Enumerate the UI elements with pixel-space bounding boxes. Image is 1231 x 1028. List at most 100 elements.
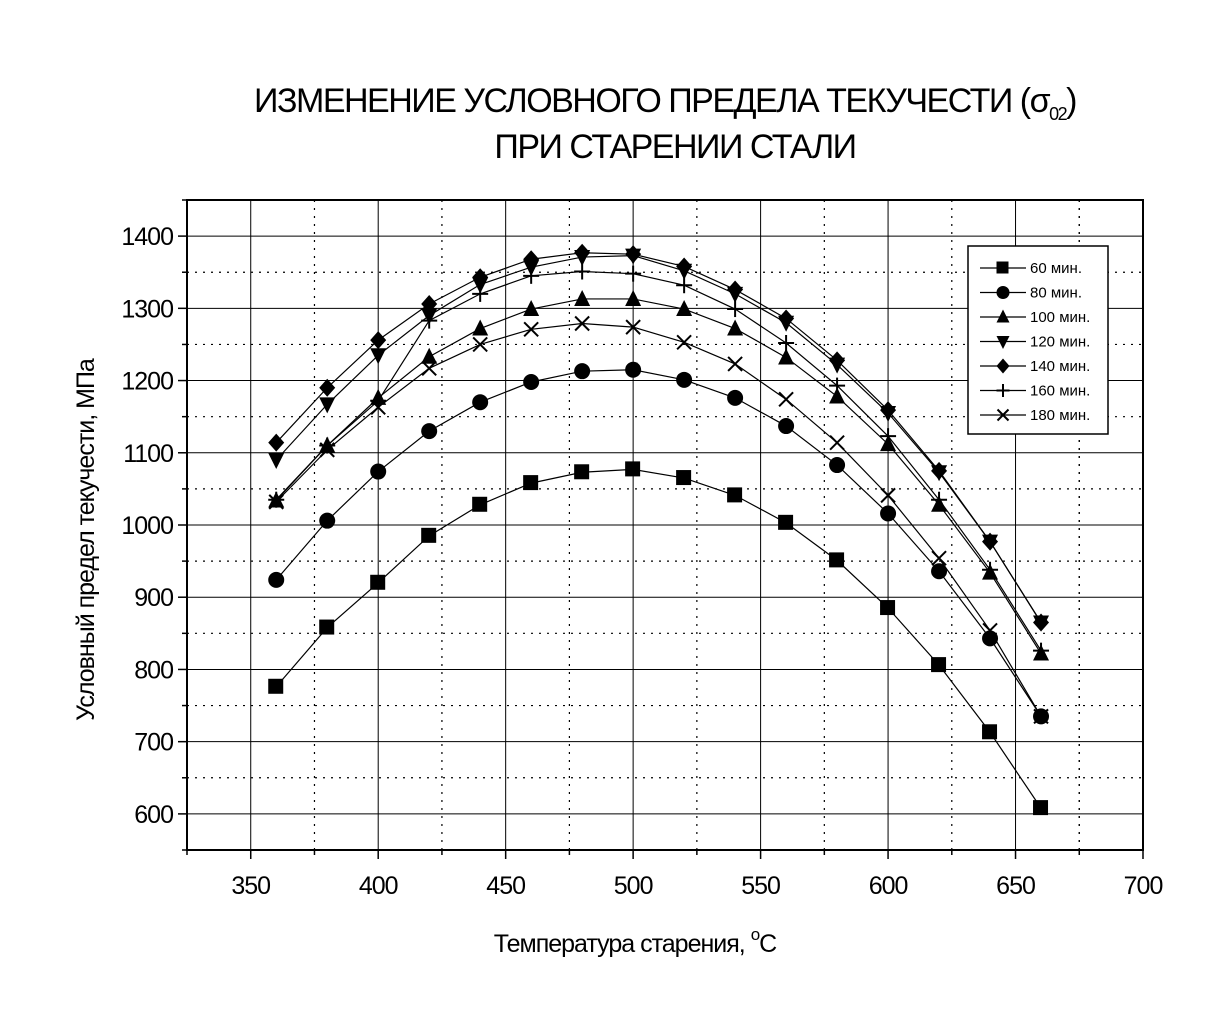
data-point bbox=[778, 514, 794, 530]
legend-label: 60 мин. bbox=[1030, 260, 1082, 277]
legend: 60 мин. 80 мин. 100 мин. 120 мин. 140 мин. 16… bbox=[967, 245, 1109, 435]
series-3 bbox=[268, 289, 1050, 661]
legend-label: 160 мин. bbox=[1030, 383, 1090, 400]
x-tick-label: 500 bbox=[614, 872, 653, 900]
data-point bbox=[523, 250, 540, 269]
data-point bbox=[727, 389, 744, 406]
axes: 350 400 450 500 550 600 650 700 600 700 800 900 1000… bbox=[121, 199, 1163, 900]
legend-marker bbox=[996, 384, 1010, 397]
cross-bar bbox=[472, 336, 488, 353]
data-point bbox=[982, 561, 999, 578]
cross-bar bbox=[727, 356, 743, 372]
legend-label: 100 мин. bbox=[1030, 309, 1090, 326]
cross-bar bbox=[625, 319, 641, 335]
data-point bbox=[829, 387, 846, 404]
data-point bbox=[421, 423, 438, 440]
data-point bbox=[421, 295, 438, 313]
legend-label: 80 мин. bbox=[1030, 285, 1082, 302]
data-point bbox=[574, 263, 591, 280]
data-point bbox=[625, 461, 641, 477]
cross-bar bbox=[574, 315, 590, 332]
x-tick-label: 350 bbox=[231, 872, 270, 900]
data-point bbox=[1033, 613, 1050, 632]
legend-label: 120 мин. bbox=[1030, 334, 1090, 351]
y-tick-label: 1100 bbox=[123, 440, 173, 468]
series-line bbox=[275, 369, 1042, 717]
y-tick-label: 900 bbox=[134, 584, 173, 612]
chart-title-line-1: ИЗМЕНЕНИЕ УСЛОВНОГО ПРЕДЕЛА ТЕКУЧЕСТИ (σ… bbox=[254, 82, 1076, 124]
data-point bbox=[472, 319, 489, 336]
chart-title-line-2: ПРИ СТАРЕНИИ СТАЛИ bbox=[494, 128, 855, 166]
data-point bbox=[829, 434, 845, 451]
data-point bbox=[319, 619, 335, 635]
legend-marker bbox=[996, 358, 1010, 374]
cross-bar bbox=[421, 360, 437, 376]
data-point bbox=[676, 470, 692, 486]
data-point bbox=[268, 494, 284, 510]
data-point bbox=[523, 300, 540, 317]
cross-bar bbox=[319, 442, 335, 458]
legend-item: 120 мин. bbox=[980, 334, 1090, 351]
data-point bbox=[268, 453, 285, 469]
y-tick-label: 1000 bbox=[121, 512, 173, 540]
data-point bbox=[625, 265, 642, 282]
legend-marker bbox=[996, 261, 1009, 274]
data-point bbox=[982, 532, 999, 551]
data-point bbox=[727, 319, 744, 336]
legend-item: 140 мин. bbox=[980, 358, 1090, 375]
series-5 bbox=[268, 243, 1050, 632]
data-point bbox=[778, 391, 794, 408]
data-point bbox=[319, 397, 336, 414]
data-point bbox=[982, 724, 998, 740]
x-tick-label: 700 bbox=[1124, 872, 1163, 900]
data-point bbox=[982, 622, 998, 639]
data-point bbox=[1033, 642, 1050, 659]
series-layer bbox=[268, 243, 1050, 816]
data-point bbox=[472, 268, 489, 287]
cross-bar bbox=[1033, 708, 1049, 725]
legend-marker bbox=[996, 408, 1010, 422]
y-tick-label: 700 bbox=[134, 729, 173, 757]
cross-bar bbox=[880, 487, 896, 504]
data-point bbox=[1033, 708, 1049, 725]
data-point bbox=[268, 678, 284, 694]
data-point bbox=[829, 351, 846, 370]
data-point bbox=[931, 491, 948, 508]
data-point bbox=[574, 315, 590, 332]
cross-bar bbox=[829, 434, 845, 451]
data-point bbox=[931, 550, 947, 566]
data-point bbox=[319, 442, 335, 458]
data-point bbox=[472, 285, 489, 302]
series-line bbox=[275, 468, 1042, 809]
y-axis-label: Условный предел текучести, МПа bbox=[72, 358, 100, 721]
data-point bbox=[370, 331, 387, 350]
data-point bbox=[268, 433, 285, 452]
y-tick-label: 800 bbox=[134, 656, 173, 684]
data-point bbox=[931, 461, 948, 480]
data-point bbox=[574, 289, 591, 306]
data-point bbox=[727, 301, 744, 318]
cross-bar bbox=[370, 399, 386, 415]
data-point bbox=[829, 377, 846, 394]
data-point bbox=[829, 552, 845, 568]
data-point bbox=[472, 394, 489, 411]
data-point bbox=[676, 257, 693, 276]
data-point bbox=[523, 321, 539, 337]
data-point bbox=[268, 491, 285, 508]
data-point bbox=[625, 245, 642, 264]
data-point bbox=[370, 574, 386, 590]
x-tick-label: 650 bbox=[996, 872, 1035, 900]
data-point bbox=[676, 277, 693, 294]
data-point bbox=[319, 378, 336, 397]
legend-marker bbox=[996, 309, 1010, 323]
x-axis-label: Температура старения, oC bbox=[494, 925, 777, 958]
y-tick-label: 1200 bbox=[121, 368, 173, 396]
data-point bbox=[574, 363, 591, 380]
legend-item: 60 мин. bbox=[980, 260, 1082, 277]
data-point bbox=[727, 280, 744, 299]
legend-box bbox=[967, 245, 1109, 435]
data-point bbox=[778, 309, 795, 328]
cross-bar bbox=[676, 334, 692, 350]
data-point bbox=[880, 600, 896, 616]
